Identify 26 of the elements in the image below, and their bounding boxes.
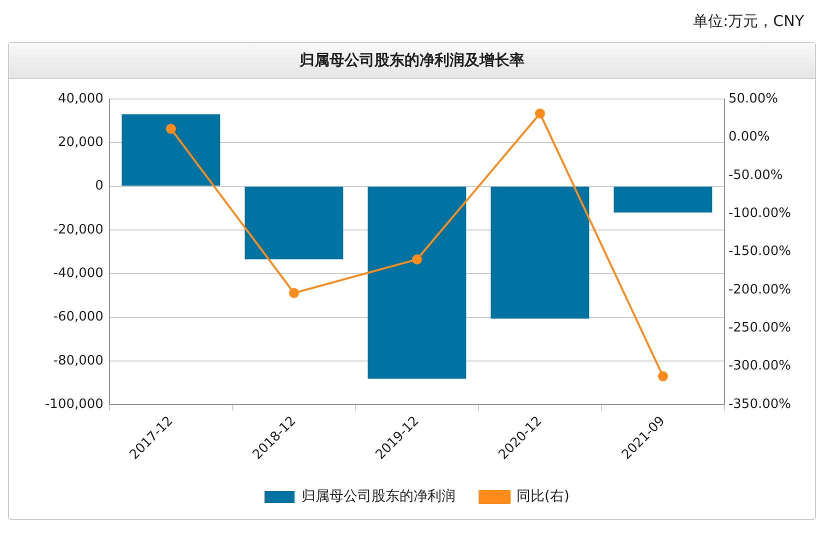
point	[412, 254, 422, 264]
y-tick-label: -100,000	[44, 396, 104, 412]
y2-tick-label: -200.00%	[728, 282, 791, 298]
point	[288, 288, 299, 298]
y2-tick-label: -100.00%	[728, 206, 791, 221]
point	[658, 371, 668, 382]
y-tick-label: 20,000	[58, 135, 104, 150]
y2-tick-label: -150.00%	[728, 244, 791, 260]
y2-tick-label: -350.00%	[728, 396, 791, 412]
legend-label: 归属母公司股东的净利润	[302, 488, 456, 505]
y-tick-label: -40,000	[53, 266, 104, 281]
y2-tick-label: 50.00%	[728, 91, 778, 106]
y2-tick-label: -50.00%	[728, 168, 783, 183]
point	[166, 124, 176, 134]
y2-tick-label: 0.00%	[728, 130, 770, 145]
chart-title: 归属母公司股东的净利润及增长率	[9, 43, 815, 79]
y2-tick-label: -250.00%	[728, 320, 791, 336]
y-tick-label: -20,000	[53, 222, 104, 238]
legend-label: 同比(右)	[516, 488, 570, 505]
y-tick-label: 0	[95, 178, 104, 194]
y-tick-label: -60,000	[53, 310, 104, 325]
text: 单位:万元，CNY	[693, 12, 804, 30]
point	[534, 108, 545, 119]
y-tick-label: -80,000	[53, 353, 104, 368]
y-tick-label: 40,000	[58, 91, 104, 106]
y2-tick-label: -300.00%	[728, 358, 791, 374]
